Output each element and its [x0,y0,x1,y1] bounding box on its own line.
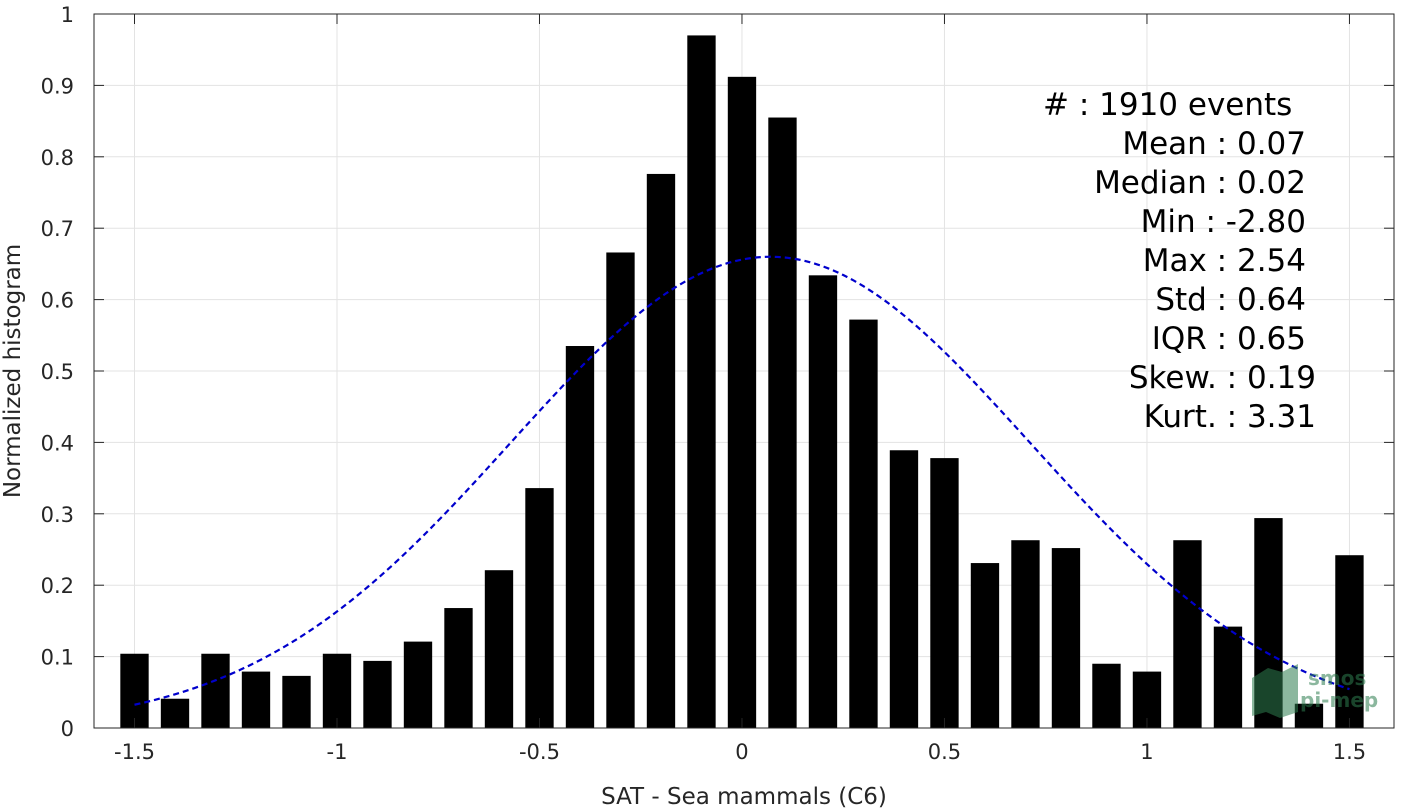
histogram-bar [727,76,757,728]
logo-mark-icon [1252,664,1298,718]
histogram-bar [282,675,311,728]
histogram-bar [1011,540,1040,728]
histogram-bar [160,698,190,728]
stat-line: Std : 0.64 [1155,282,1306,318]
histogram-bar [525,488,554,728]
y-tick-label: 0.6 [41,289,74,313]
histogram-bar [363,660,392,728]
stat-line: Skew. : 0.19 [1129,360,1316,396]
histogram-bars [120,35,1364,729]
histogram-bar [565,346,595,728]
y-axis-ticks: 0 0.1 0.2 0.3 0.4 0.5 0.6 0.7 0.8 0.9 1 [41,3,1394,741]
x-tick-label: -0.5 [519,740,560,764]
logo-text-line1: smos [1308,666,1366,690]
histogram-bar [889,450,919,728]
histogram-bar [768,117,797,728]
histogram-bar [808,275,838,728]
y-tick-label: 0.2 [41,574,74,598]
x-axis-ticks: -1.5 -1 -0.5 0 0.5 1 1.5 [114,14,1366,764]
gaussian-fit-curve [134,255,1350,706]
x-tick-label: 1.5 [1333,740,1366,764]
histogram-bar [201,653,230,728]
y-tick-label: 0.5 [41,360,74,384]
x-tick-label: -1 [327,740,348,764]
y-axis-label: Normalized histogram [0,244,26,498]
y-tick-label: 0.4 [41,431,74,455]
histogram-bar [403,641,433,728]
histogram-bar [930,458,959,728]
x-tick-label: -1.5 [114,740,155,764]
x-tick-label: 0.5 [928,740,961,764]
histogram-bar [484,570,514,728]
y-tick-label: 1 [61,3,74,27]
x-axis-label: SAT - Sea mammals (C6) [601,784,887,809]
stat-line: Min : -2.80 [1141,204,1306,240]
histogram-bar [687,35,716,729]
histogram-bar [1173,540,1202,728]
histogram-bar [120,653,149,728]
histogram-bar [444,608,473,728]
histogram-bar [1092,663,1121,728]
histogram-bar [1213,626,1243,728]
y-tick-label: 0.9 [41,74,74,98]
stat-line: Median : 0.02 [1094,165,1306,201]
y-tick-label: 0.8 [41,146,74,170]
histogram-bar [322,653,352,728]
stat-line: Mean : 0.07 [1122,126,1306,162]
histogram-bar [1335,555,1364,728]
stat-line: IQR : 0.65 [1152,321,1306,357]
histogram-bar [1294,703,1324,728]
histogram-bar [849,319,878,728]
x-tick-label: 0 [735,740,748,764]
y-tick-label: 0.3 [41,503,74,527]
stat-line: Kurt. : 3.31 [1144,399,1316,435]
y-tick-label: 0.7 [41,217,74,241]
smos-pi-mep-logo: smos pi-mep [1252,664,1378,718]
x-tick-label: 1 [1140,740,1153,764]
stat-line: # : 1910 events [1043,87,1292,123]
stat-line: Max : 2.54 [1143,243,1306,279]
histogram-bar [1051,548,1081,728]
logo-text-line2: pi-mep [1300,688,1378,712]
histogram-bar [606,252,635,728]
y-tick-label: 0 [61,717,74,741]
histogram-bar [241,671,271,728]
histogram-bar [646,173,676,728]
histogram-bar [970,563,1000,728]
y-tick-label: 0.1 [41,646,74,670]
